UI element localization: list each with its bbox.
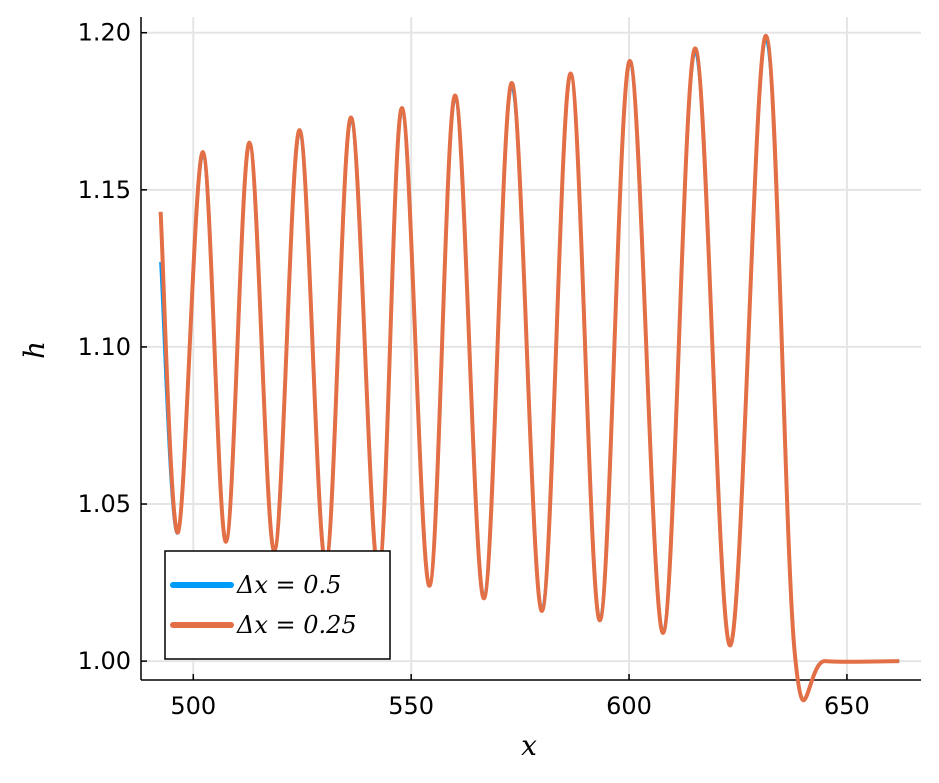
legend-label-series2: Δx = 0.25 <box>236 611 357 639</box>
x-tick-label: 650 <box>824 692 870 720</box>
y-axis-label: h <box>18 341 51 359</box>
series-lines <box>158 33 900 703</box>
y-tick-label: 1.15 <box>78 176 131 204</box>
legend: Δx = 0.5 Δx = 0.25 <box>164 550 391 660</box>
y-tick-label: 1.05 <box>78 490 131 518</box>
legend-label-series1: Δx = 0.5 <box>236 571 341 599</box>
x-tick-label: 600 <box>606 692 652 720</box>
y-tick-label: 1.10 <box>78 333 131 361</box>
grid-lines <box>141 17 921 680</box>
legend-box <box>164 550 391 660</box>
x-tick-label: 550 <box>388 692 434 720</box>
series-line-2 <box>158 33 900 703</box>
tick-marks: 500 550 600 650 1.00 1.05 1.10 1.15 1.20 <box>78 19 870 720</box>
y-tick-label: 1.00 <box>78 647 131 675</box>
axes <box>140 17 921 681</box>
x-tick-label: 500 <box>170 692 216 720</box>
x-axis-label: x <box>521 729 537 762</box>
y-tick-label: 1.20 <box>78 19 131 47</box>
